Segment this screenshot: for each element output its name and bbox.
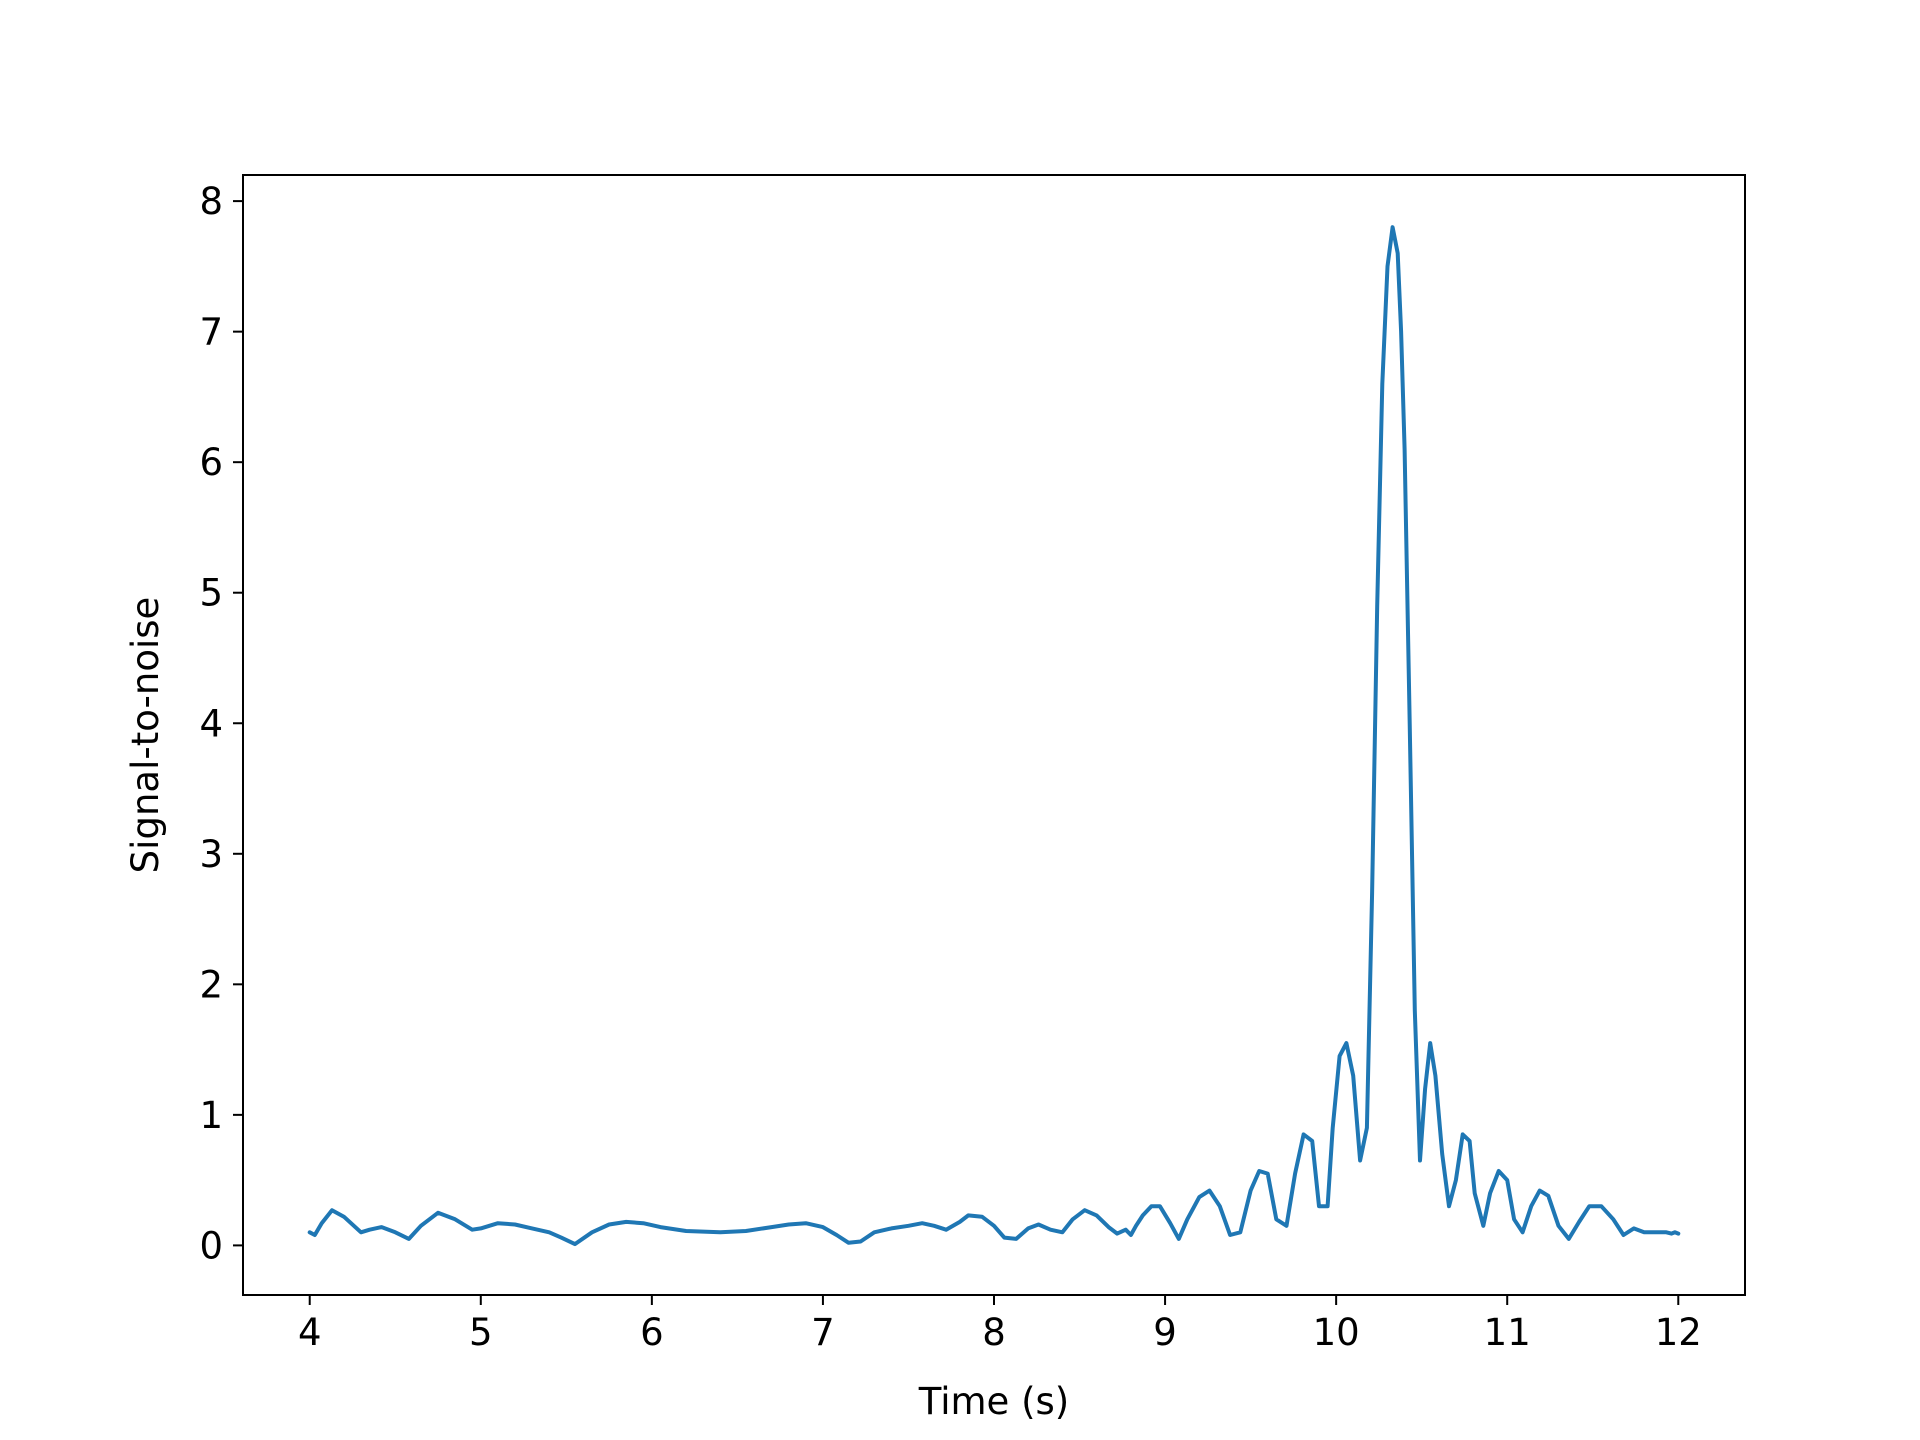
x-tick-label: 10	[1313, 1311, 1360, 1354]
y-tick-label: 6	[199, 441, 223, 484]
y-tick-label: 3	[199, 833, 223, 876]
y-tick-label: 1	[199, 1094, 223, 1137]
x-tick-label: 6	[640, 1311, 664, 1354]
y-tick-label: 5	[199, 572, 223, 615]
x-axis: 4 5 6 7 8 9 10 11 12	[298, 1295, 1702, 1354]
x-tick-label: 11	[1484, 1311, 1531, 1354]
y-tick-label: 2	[199, 963, 223, 1006]
y-tick-label: 7	[199, 311, 223, 354]
x-tick-label: 4	[298, 1311, 322, 1354]
x-tick-label: 12	[1655, 1311, 1702, 1354]
x-tick-label: 8	[982, 1311, 1006, 1354]
y-axis-label: Signal-to-noise	[124, 597, 167, 874]
y-axis: 0 1 2 3 4 5 6 7 8	[199, 180, 243, 1267]
x-tick-label: 5	[469, 1311, 493, 1354]
series-line	[307, 225, 1681, 1247]
x-axis-label: Time (s)	[918, 1380, 1069, 1423]
plot-frame	[242, 174, 1746, 1296]
y-tick-label: 0	[199, 1224, 223, 1267]
x-tick-label: 9	[1153, 1311, 1177, 1354]
y-tick-label: 8	[199, 180, 223, 223]
x-tick-label: 7	[811, 1311, 835, 1354]
y-tick-label: 4	[199, 702, 223, 745]
